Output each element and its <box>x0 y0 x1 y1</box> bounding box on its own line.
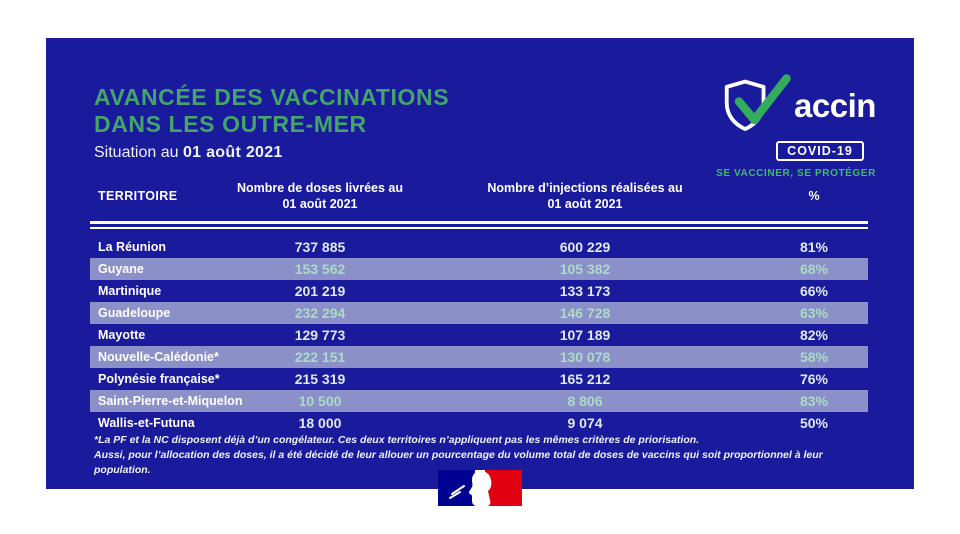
territory-name: Nouvelle-Calédonie* <box>98 349 219 364</box>
doses-value: 129 773 <box>294 326 346 343</box>
table-row: Martinique 201 219 133 173 66% <box>90 280 868 302</box>
wordmark-text: accin <box>794 86 876 124</box>
percent-value: 68% <box>799 260 829 277</box>
doses-value: 232 294 <box>294 304 346 321</box>
territory-name: Martinique <box>98 283 162 298</box>
col-header-injections: Nombre d’injections réalisées au 01 août… <box>487 181 683 212</box>
table-row: Guadeloupe 232 294 146 728 63% <box>90 301 868 324</box>
situation-prefix: Situation au <box>94 144 183 161</box>
doses-value: 737 885 <box>294 238 346 255</box>
table-row: Wallis-et-Futuna 18 000 9 074 50% <box>90 412 868 434</box>
col-header-doses: Nombre de doses livrées au 01 août 2021 <box>236 181 404 212</box>
territory-name: La Réunion <box>98 239 167 254</box>
injections-value: 107 189 <box>559 326 611 343</box>
territory-name: Wallis-et-Futuna <box>98 415 195 430</box>
doses-value: 18 000 <box>298 414 342 431</box>
doses-value: 222 151 <box>294 348 346 365</box>
percent-value: 50% <box>799 414 829 431</box>
page-title: AVANCÉE DES VACCINATIONS DANS LES OUTRE-… <box>94 84 449 138</box>
col-header-percent: % <box>808 189 820 204</box>
table-row: Saint-Pierre-et-Miquelon 10 500 8 806 83… <box>90 389 868 412</box>
table-row: Nouvelle-Calédonie* 222 151 130 078 58% <box>90 345 868 368</box>
table-header: TERRITOIRE Nombre de doses livrées au 01… <box>90 180 868 221</box>
territory-name: Saint-Pierre-et-Miquelon <box>98 393 243 408</box>
table-row: Mayotte 129 773 107 189 82% <box>90 324 868 346</box>
vaccination-table: TERRITOIRE Nombre de doses livrées au 01… <box>90 180 868 434</box>
footnote: *La PF et la NC disposent déjà d’un cong… <box>94 433 874 479</box>
injections-value: 130 078 <box>559 348 611 365</box>
injections-value: 600 229 <box>559 238 611 255</box>
situation-date: Situation au 01 août 2021 <box>94 144 283 162</box>
percent-value: 76% <box>799 370 829 387</box>
table-row: La Réunion 737 885 600 229 81% <box>90 236 868 258</box>
doses-value: 201 219 <box>294 282 346 299</box>
percent-value: 81% <box>799 238 829 255</box>
doses-value: 10 500 <box>298 392 342 409</box>
doses-value: 153 562 <box>294 260 346 277</box>
territory-name: Guyane <box>98 261 144 276</box>
injections-value: 146 728 <box>559 304 611 321</box>
injections-value: 9 074 <box>567 414 603 431</box>
doses-value: 215 319 <box>294 370 346 387</box>
infographic-panel: AVANCÉE DES VACCINATIONS DANS LES OUTRE-… <box>46 38 914 506</box>
injections-value: 165 212 <box>559 370 611 387</box>
french-government-logo <box>438 470 522 506</box>
territory-name: Mayotte <box>98 327 146 342</box>
percent-value: 83% <box>799 392 829 409</box>
footnote-line-2: Aussi, pour l’allocation des doses, il a… <box>94 449 823 477</box>
vaccin-covid19-logo: accin COVID-19 SE VACCINER, SE PROTÉGER <box>706 72 886 179</box>
injections-value: 133 173 <box>559 282 611 299</box>
table-row: Guyane 153 562 105 382 68% <box>90 257 868 280</box>
brand-tagline: SE VACCINER, SE PROTÉGER <box>716 168 876 179</box>
shield-check-icon <box>716 72 808 139</box>
table-row: Polynésie française* 215 319 165 212 76% <box>90 368 868 390</box>
percent-value: 63% <box>799 304 829 321</box>
territory-name: Guadeloupe <box>98 305 171 320</box>
header-divider <box>90 220 868 229</box>
injections-value: 8 806 <box>567 392 603 409</box>
injections-value: 105 382 <box>559 260 611 277</box>
marianne-flag-icon <box>438 470 522 506</box>
title-line-2: DANS LES OUTRE-MER <box>94 111 367 138</box>
covid19-badge: COVID-19 <box>776 141 864 161</box>
footnote-line-1: *La PF et la NC disposent déjà d’un cong… <box>94 434 700 446</box>
territory-name: Polynésie française* <box>98 371 220 386</box>
situation-date-value: 01 août 2021 <box>182 144 283 161</box>
col-header-territory: TERRITOIRE <box>98 189 178 204</box>
percent-value: 58% <box>799 348 829 365</box>
title-line-1: AVANCÉE DES VACCINATIONS <box>94 84 450 110</box>
percent-value: 66% <box>799 282 829 299</box>
percent-value: 82% <box>799 326 829 343</box>
